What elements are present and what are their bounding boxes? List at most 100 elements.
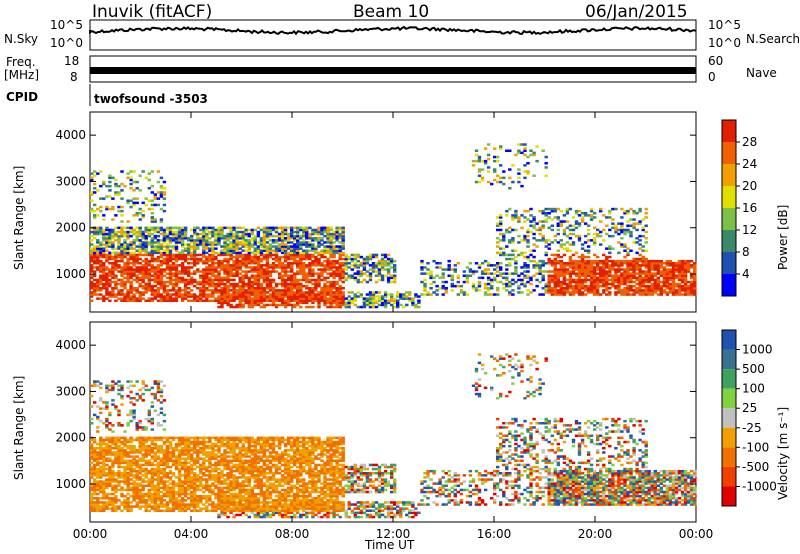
echo-cell [629,284,633,288]
echo-cell [120,503,124,506]
echo-cell [320,278,324,282]
echo-cell [93,170,97,173]
echo-cell [196,268,200,271]
echo-cell [141,274,145,277]
echo-cell [135,278,139,282]
echo-cell [108,444,112,448]
echo-cell [641,280,645,284]
echo-cell [123,459,127,462]
echo-cell [556,253,560,257]
echo-cell [156,239,161,242]
echo-cell [535,159,539,163]
echo-cell [335,230,339,234]
echo-cell [326,251,330,255]
echo-cell [111,247,115,250]
echo-cell [235,291,239,294]
echo-cell [253,299,257,302]
echo-cell [99,230,103,234]
echo-cell [108,507,112,510]
echo-cell [232,247,236,250]
echo-cell [262,293,267,296]
echo-cell [683,287,688,290]
echo-cell [259,291,264,294]
echo-cell [293,247,297,250]
echo-cell [141,230,145,234]
echo-cell [323,226,327,230]
echo-cell [250,287,254,290]
echo-cell [156,264,161,267]
echo-cell [338,278,342,282]
echo-cell [311,305,315,309]
echo-cell [187,266,191,269]
echo-cell [250,284,254,288]
echo-cell [90,469,94,473]
echo-cell [471,164,476,167]
echo-cell [326,284,330,288]
echo-cell [114,287,118,290]
echo-cell [559,282,563,286]
echo-cell [135,505,139,508]
echo-cell [280,247,285,250]
echo-cell [311,228,315,232]
echo-cell [126,474,130,477]
echo-cell [214,255,218,259]
echo-cell [308,274,312,277]
echo-cell [126,201,130,205]
echo-cell [259,295,264,298]
echo-cell [259,297,264,300]
echo-cell [232,243,236,246]
echo-cell [111,274,115,277]
echo-cell [641,262,645,265]
echo-cell [90,280,94,284]
echo-cell [568,224,573,227]
echo-cell [111,465,115,469]
echo-cell [287,291,291,294]
echo-cell [586,262,591,265]
echo-cell [277,272,282,275]
echo-cell [226,249,230,252]
echo-cell [317,291,321,294]
echo-cell [526,209,530,213]
echo-cell [114,247,118,250]
echo-cell [693,274,697,277]
echo-cell [220,287,224,290]
echo-cell [638,284,642,288]
echo-cell [93,209,97,213]
echo-cell [126,243,130,246]
echo-cell [568,272,573,275]
echo-cell [108,278,112,282]
echo-cell [256,226,261,230]
echo-cell [99,264,103,267]
echo-cell [396,291,400,294]
echo-cell [596,293,600,296]
echo-cell [323,276,327,280]
echo-cell [171,255,176,259]
echo-cell [177,239,182,242]
echo-cell [505,282,509,286]
echo-cell [235,234,239,238]
echo-cell [223,297,227,300]
echo-cell [99,274,103,277]
echo-cell [235,243,239,246]
echo-cell [347,255,351,259]
echo-cell [253,289,257,292]
echo-cell [647,287,651,290]
echo-cell [229,303,233,307]
echo-cell [93,289,97,292]
echo-cell [177,278,182,282]
echo-cell [220,303,224,307]
echo-cell [502,287,506,290]
echo-cell [105,384,109,387]
echo-cell [599,262,603,265]
echo-cell [165,232,170,236]
echo-cell [174,264,179,267]
echo-cell [171,287,176,290]
echo-cell [341,262,345,265]
echo-cell [277,247,282,250]
echo-cell [356,274,360,277]
echo-cell [105,274,109,277]
echo-cell [129,187,133,190]
echo-cell [280,262,285,265]
echo-cell [514,262,518,265]
echo-cell [605,262,609,265]
